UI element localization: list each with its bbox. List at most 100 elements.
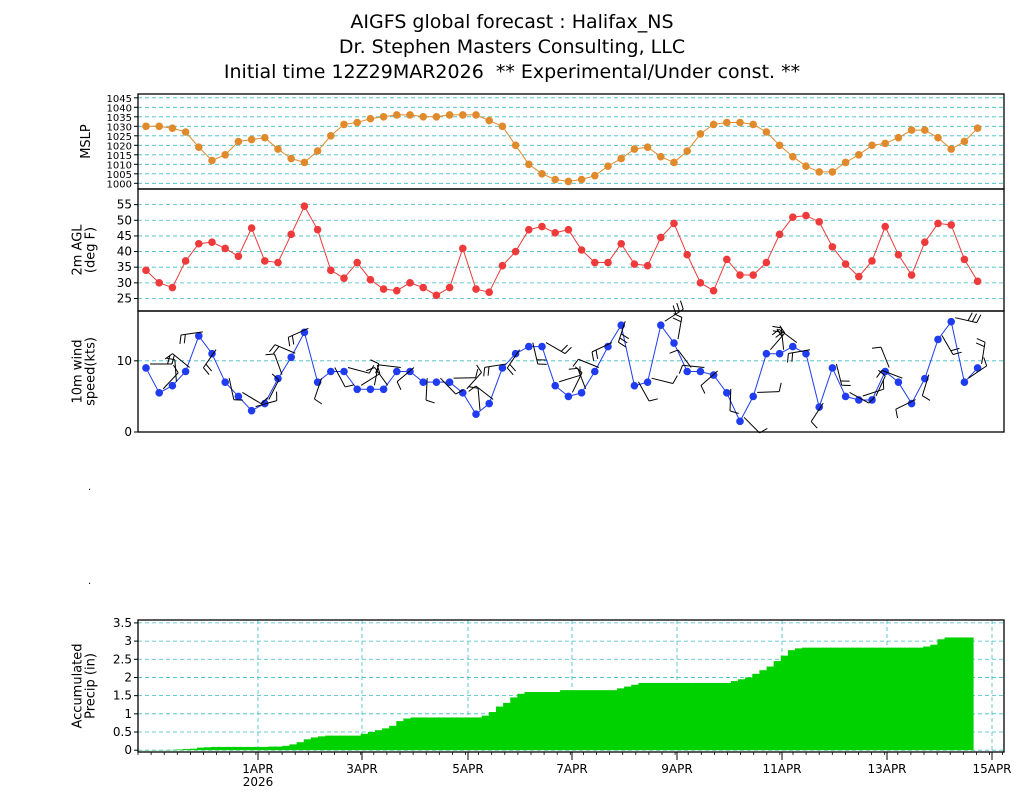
wind-barb bbox=[577, 368, 587, 390]
precip-bar bbox=[695, 682, 704, 751]
data-point bbox=[195, 239, 203, 248]
data-point bbox=[709, 286, 718, 295]
x-axis: 1APR 3APR 5APR 7APR 9APR 11APR 13APR 15APR 2026 bbox=[137, 752, 1012, 789]
wind-barb-flag bbox=[679, 300, 684, 310]
data-point bbox=[155, 122, 163, 131]
data-point bbox=[736, 417, 744, 426]
wind-barb bbox=[578, 358, 599, 368]
precip-bar bbox=[702, 682, 711, 751]
data-point bbox=[749, 271, 757, 279]
y-tick-label: 1030 bbox=[107, 122, 132, 133]
data-point bbox=[973, 124, 982, 132]
precip-bar bbox=[638, 682, 647, 751]
data-point bbox=[472, 410, 480, 419]
wind-barb-flag bbox=[572, 358, 579, 367]
data-point bbox=[142, 266, 150, 275]
precip-bar bbox=[182, 749, 191, 751]
chart-subtitle: Dr. Stephen Masters Consulting, LLC bbox=[338, 36, 686, 58]
precip-bar bbox=[417, 717, 426, 751]
precip-bar bbox=[211, 746, 219, 751]
wind-barb bbox=[677, 317, 683, 340]
wind-barb bbox=[895, 399, 916, 410]
y-tick-label: 25 bbox=[117, 291, 132, 305]
panel-frame bbox=[137, 310, 1005, 433]
data-point bbox=[789, 152, 797, 161]
panel-frame bbox=[137, 619, 1005, 753]
precip-bar bbox=[802, 647, 810, 751]
chart-init-time: Initial time 12Z29MAR2026 ** Experimenta… bbox=[223, 61, 801, 83]
data-point bbox=[459, 111, 467, 119]
precip-bar bbox=[545, 692, 554, 751]
data-point bbox=[208, 349, 216, 358]
data-point bbox=[670, 158, 678, 167]
x-tick-label: 7APR bbox=[556, 762, 587, 776]
y-tick-label: 1045 bbox=[107, 94, 132, 105]
y-tick-label: 30 bbox=[117, 276, 132, 290]
data-point bbox=[379, 385, 388, 394]
data-point bbox=[445, 111, 454, 119]
data-point bbox=[643, 261, 652, 270]
wind-barb-flag bbox=[771, 328, 780, 336]
y-tick-label: 0 bbox=[124, 425, 132, 439]
precip-bar bbox=[844, 647, 853, 751]
y-axis-label-line: (deg F) bbox=[84, 227, 99, 273]
precip-bar bbox=[795, 648, 803, 751]
precip-bar bbox=[859, 647, 867, 751]
wind-barb-flag bbox=[468, 385, 477, 392]
wind-barb bbox=[396, 367, 415, 383]
precip-bar bbox=[467, 717, 476, 751]
data-point bbox=[419, 378, 428, 386]
data-point bbox=[300, 202, 309, 211]
wind-barb-flag bbox=[167, 355, 171, 365]
precip-bar bbox=[673, 682, 682, 751]
precip-bar bbox=[460, 717, 469, 751]
precip-bar bbox=[595, 690, 604, 751]
data-point bbox=[234, 137, 243, 146]
y-tick-label: 1010 bbox=[107, 160, 132, 171]
precip-bar bbox=[766, 666, 775, 751]
precip-bar bbox=[645, 682, 654, 751]
precip-bar bbox=[289, 744, 298, 751]
data-point bbox=[498, 364, 507, 372]
data-point bbox=[379, 285, 388, 293]
precip-bar bbox=[517, 693, 526, 751]
panel-frame bbox=[137, 93, 1005, 190]
data-point bbox=[709, 120, 718, 129]
data-point bbox=[960, 378, 969, 386]
data-point bbox=[538, 170, 546, 178]
precip-bar bbox=[481, 715, 490, 751]
wind-barb bbox=[757, 391, 780, 393]
data-point bbox=[789, 213, 797, 221]
precip-bar bbox=[738, 679, 746, 751]
precip-bar bbox=[175, 749, 184, 751]
data-point bbox=[591, 171, 599, 180]
wind-barb-flag bbox=[868, 396, 876, 404]
wind-barb-flag bbox=[672, 375, 678, 384]
wind-barb bbox=[810, 402, 824, 422]
precip-bar bbox=[894, 647, 903, 751]
precip-bar bbox=[495, 706, 504, 751]
precip-bar bbox=[218, 746, 227, 751]
precip-bar bbox=[531, 692, 540, 751]
wind-barb bbox=[255, 400, 277, 408]
wind-barb-flag bbox=[164, 353, 173, 360]
wind-barb-flag bbox=[971, 313, 978, 322]
data-point bbox=[696, 279, 705, 287]
precip-bar bbox=[424, 717, 433, 751]
x-tick-label: 11APR bbox=[762, 762, 801, 776]
wind-barb-flag bbox=[976, 314, 982, 323]
precip-bar bbox=[709, 682, 718, 751]
data-point bbox=[921, 238, 929, 246]
precip-bar bbox=[631, 684, 639, 751]
precip-bar bbox=[659, 682, 668, 751]
precip-bar bbox=[617, 688, 625, 751]
precip-bar bbox=[944, 637, 953, 751]
wind-barb-flag bbox=[672, 305, 677, 315]
precip-bar bbox=[317, 736, 326, 751]
y-axis-label-line: Accumulated bbox=[71, 643, 86, 728]
wind-barb bbox=[506, 349, 521, 369]
wind-barb-flag bbox=[165, 357, 175, 361]
